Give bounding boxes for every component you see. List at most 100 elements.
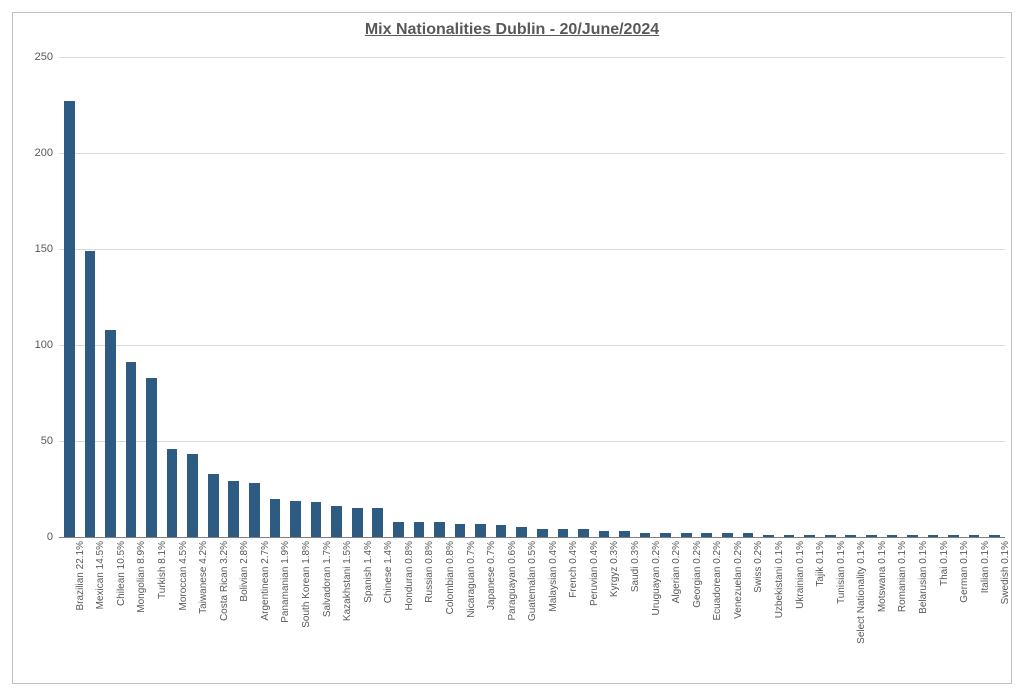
y-tick-label: 150 (35, 243, 53, 255)
x-tick-label: Mongolian 8.9% (136, 541, 147, 613)
gridline (59, 57, 1005, 58)
bar (516, 527, 527, 537)
x-tick-label: Chilean 10.5% (116, 541, 127, 606)
bar (455, 524, 466, 537)
x-tick-label: Costa Rican 3.2% (219, 541, 230, 621)
bar (825, 535, 836, 537)
x-tick-label: Swedish 0.1% (1000, 541, 1011, 604)
x-tick-label: Guatemalan 0.5% (527, 541, 538, 621)
bar (146, 378, 157, 537)
bar (845, 535, 856, 537)
bar (619, 531, 630, 537)
chart-container: Mix Nationalities Dublin - 20/June/2024 … (12, 12, 1012, 684)
x-tick-label: Colombian 0.8% (445, 541, 456, 614)
bar (64, 101, 75, 537)
bar (907, 535, 918, 537)
bar (969, 535, 980, 537)
x-tick-label: Moroccan 4.5% (178, 541, 189, 610)
x-tick-label: Malaysian 0.4% (548, 541, 559, 612)
bar (537, 529, 548, 537)
bar (804, 535, 815, 537)
bar (948, 535, 959, 537)
x-tick-label: Tunisian 0.1% (836, 541, 847, 604)
bar (372, 508, 383, 537)
x-tick-label: Uzbekistani 0.1% (774, 541, 785, 618)
x-tick-label: German 0.1% (959, 541, 970, 603)
bar (599, 531, 610, 537)
plot-area: 050100150200250Brazilian 22.1%Mexican 14… (59, 57, 1005, 537)
bar (311, 502, 322, 537)
bar (105, 330, 116, 537)
y-tick-label: 100 (35, 339, 53, 351)
bar (989, 535, 1000, 537)
x-tick-label: Kazakhstani 1.5% (342, 541, 353, 621)
bar (660, 533, 671, 537)
bar (434, 522, 445, 537)
bar (208, 474, 219, 537)
gridline (59, 249, 1005, 250)
bar (290, 501, 301, 537)
bar (722, 533, 733, 537)
bar (414, 522, 425, 537)
bar (763, 535, 774, 537)
x-tick-label: Spanish 1.4% (363, 541, 374, 603)
bar (331, 506, 342, 537)
bar (228, 481, 239, 537)
x-tick-label: Georgian 0.2% (692, 541, 703, 608)
x-tick-label: Select Nationality 0.1% (856, 541, 867, 644)
bar (249, 483, 260, 537)
bar (475, 524, 486, 537)
bar (681, 533, 692, 537)
x-tick-label: Mexican 14.5% (95, 541, 106, 609)
x-tick-label: French 0.4% (568, 541, 579, 598)
bar (701, 533, 712, 537)
x-tick-label: Brazilian 22.1% (75, 541, 86, 610)
bar (352, 508, 363, 537)
x-tick-label: Ukrainian 0.1% (795, 541, 806, 609)
x-tick-label: Venezuelan 0.2% (733, 541, 744, 619)
x-tick-label: Russian 0.8% (424, 541, 435, 603)
x-tick-label: Ecuadorean 0.2% (712, 541, 723, 621)
x-tick-label: South Korean 1.8% (301, 541, 312, 628)
chart-title: Mix Nationalities Dublin - 20/June/2024 (13, 21, 1011, 39)
gridline (59, 345, 1005, 346)
y-tick-label: 200 (35, 147, 53, 159)
bar (578, 529, 589, 537)
x-tick-label: Turkish 8.1% (157, 541, 168, 599)
y-tick-label: 50 (41, 435, 53, 447)
y-tick-label: 0 (47, 531, 53, 543)
x-tick-label: Argentinean 2.7% (260, 541, 271, 621)
bar (85, 251, 96, 537)
x-tick-label: Swiss 0.2% (753, 541, 764, 593)
x-tick-label: Salvadoran 1.7% (322, 541, 333, 617)
bar (187, 454, 198, 537)
bar (866, 535, 877, 537)
bar (784, 535, 795, 537)
x-tick-label: Japanese 0.7% (486, 541, 497, 610)
x-tick-label: Romanian 0.1% (897, 541, 908, 612)
bar (270, 499, 281, 537)
x-tick-label: Panamanian 1.9% (280, 541, 291, 623)
x-tick-label: Nicaraguan 0.7% (466, 541, 477, 618)
bar (126, 362, 137, 537)
x-tick-label: Bolivian 2.8% (239, 541, 250, 602)
x-tick-label: Kyrgyz 0.3% (609, 541, 620, 597)
x-tick-label: Saudi 0.3% (630, 541, 641, 592)
bar (167, 449, 178, 537)
bar (496, 525, 507, 537)
bar (928, 535, 939, 537)
x-tick-label: Tajik 0.1% (815, 541, 826, 587)
x-tick-label: Peruvian 0.4% (589, 541, 600, 606)
bar (887, 535, 898, 537)
y-tick-label: 250 (35, 51, 53, 63)
x-tick-label: Algerian 0.2% (671, 541, 682, 603)
bar (743, 533, 754, 537)
x-tick-label: Italian 0.1% (980, 541, 991, 593)
bar (393, 522, 404, 537)
x-tick-label: Taiwanese 4.2% (198, 541, 209, 614)
x-tick-label: Belarusian 0.1% (918, 541, 929, 614)
x-tick-label: Paraguayan 0.6% (507, 541, 518, 621)
x-tick-label: Motswana 0.1% (877, 541, 888, 612)
x-tick-label: Thai 0.1% (939, 541, 950, 586)
x-axis-line (59, 537, 1005, 538)
